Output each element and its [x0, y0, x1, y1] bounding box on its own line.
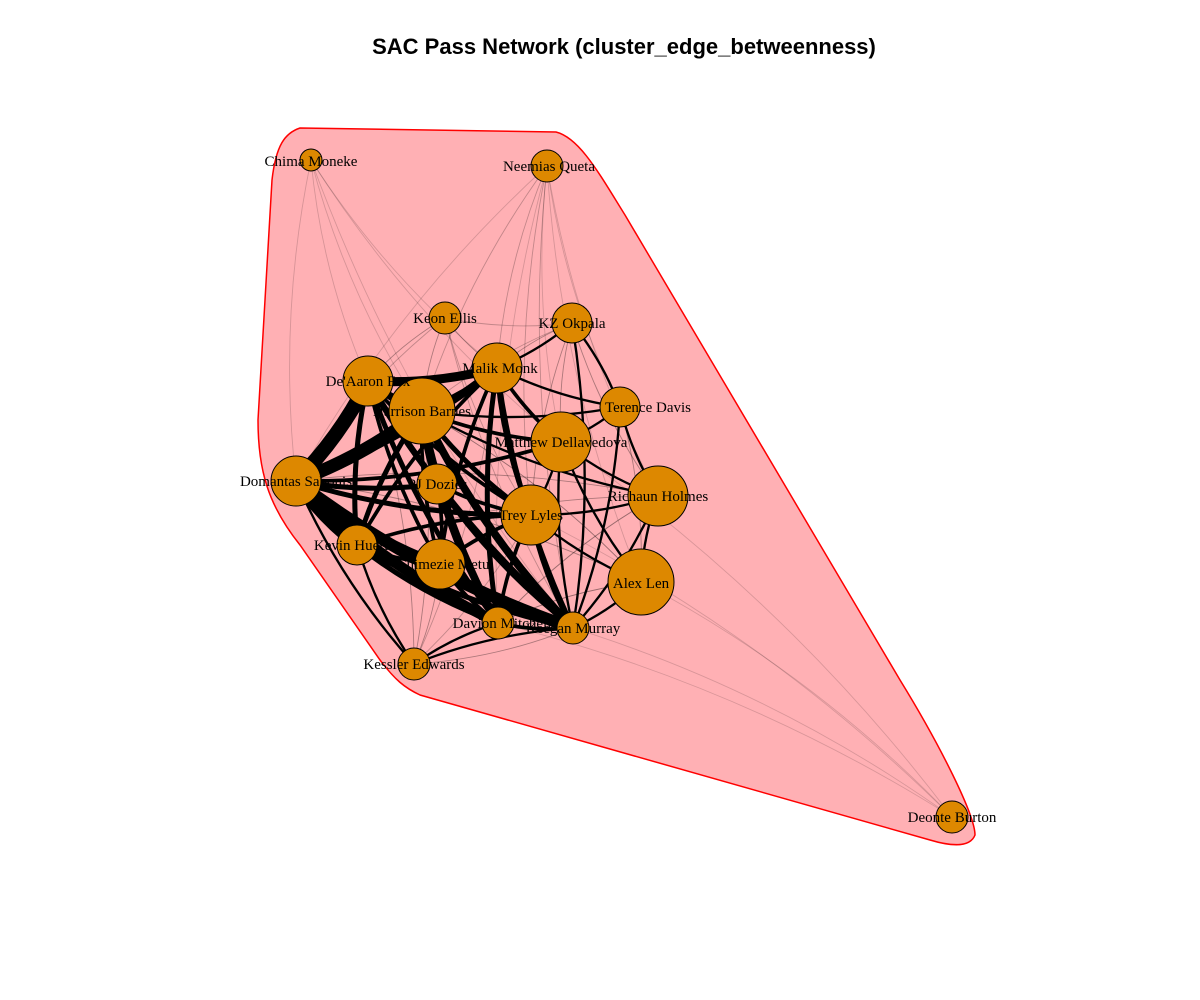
edge-deonte-alex	[640, 581, 953, 818]
node-label-richaun: Richaun Holmes	[608, 489, 709, 505]
edge-malik-davion	[484, 367, 501, 624]
node-label-kz: KZ Okpala	[538, 316, 605, 332]
node-kz[interactable]	[551, 302, 593, 344]
edge-keegan-kz	[570, 322, 586, 629]
node-label-neemias: Neemias Queta	[503, 159, 595, 175]
node-neemias[interactable]	[530, 149, 564, 183]
node-trey[interactable]	[500, 484, 562, 546]
node-label-keegan: Keegan Murray	[526, 621, 621, 637]
edge-richaun-domantas	[295, 472, 659, 497]
node-davion[interactable]	[481, 606, 515, 640]
edge-keon-keegan	[444, 317, 574, 629]
node-chimezie[interactable]	[414, 538, 466, 590]
node-richaun[interactable]	[627, 465, 689, 527]
edge-neemias-matthew	[541, 165, 562, 443]
nodes-layer	[270, 148, 969, 834]
node-label-harrison: Harrison Barnes	[373, 404, 471, 420]
edge-neemias-malik	[496, 165, 548, 369]
edge-domantas-kessler	[294, 480, 415, 665]
edge-neemias-alex	[546, 165, 642, 583]
edge-neemias-domantas	[295, 165, 548, 482]
node-domantas[interactable]	[270, 455, 322, 507]
edge-deaaron-davion	[365, 380, 501, 625]
node-keon[interactable]	[428, 301, 462, 335]
edge-kessler-keegan	[413, 627, 574, 665]
edge-deonte-keegan	[572, 627, 953, 818]
edge-chima-deaaron	[310, 159, 369, 382]
node-label-kevin: Kevin Huerter	[314, 538, 400, 554]
edge-neemias-terence	[546, 165, 621, 408]
edge-pj-keegan	[435, 482, 575, 630]
node-label-davion: Davion Mitchell	[453, 616, 552, 632]
node-label-chima: Chima Moneke	[265, 154, 358, 170]
node-malik[interactable]	[471, 342, 523, 394]
edge-kessler-deaaron	[367, 380, 415, 665]
edge-neemias-harrison	[421, 165, 548, 412]
node-terence[interactable]	[599, 386, 641, 428]
labels-layer: Chima Moneke Neemias Queta Keon Ellis KZ Ok…	[240, 154, 997, 826]
edge-neemias-trey	[523, 165, 548, 516]
edge-neemias-davion	[495, 165, 548, 624]
edge-neemias-richaun	[546, 165, 659, 497]
edge-kevin-keegan	[355, 542, 574, 631]
node-keegan[interactable]	[556, 611, 590, 645]
edge-chima-domantas	[289, 159, 312, 482]
node-label-trey: Trey Lyles	[499, 508, 563, 524]
node-kessler[interactable]	[397, 647, 431, 681]
node-label-deaaron: De'Aaron Fox	[326, 374, 411, 390]
node-deaaron[interactable]	[342, 355, 394, 407]
node-label-matthew: Matthew Dellavedova	[495, 435, 628, 451]
node-kevin[interactable]	[336, 524, 378, 566]
node-label-keon: Keon Ellis	[413, 311, 477, 327]
edge-neemias-keegan	[538, 165, 574, 629]
node-label-domantas: Domantas Sabonis	[240, 474, 352, 490]
edge-keegan-kessler	[413, 626, 574, 666]
node-chima[interactable]	[299, 148, 323, 172]
edge-chima-matthew	[310, 159, 562, 443]
chart-title: SAC Pass Network (cluster_edge_betweenne…	[372, 34, 876, 59]
node-deonte[interactable]	[935, 800, 969, 834]
edge-deonte-matthew	[560, 441, 953, 818]
node-label-alex: Alex Len	[613, 576, 670, 592]
node-matthew[interactable]	[530, 411, 592, 473]
node-label-malik: Malik Monk	[462, 361, 538, 377]
edge-chima-malik	[310, 159, 498, 369]
node-label-terence: Terence Davis	[605, 400, 691, 416]
edge-keegan-terence	[571, 406, 622, 629]
node-harrison[interactable]	[388, 377, 456, 445]
node-label-kessler: Kessler Edwards	[363, 657, 464, 673]
edge-chima-harrison	[310, 159, 423, 412]
edge-malik-kevin	[355, 366, 499, 546]
edge-alex-domantas	[295, 480, 642, 583]
node-pj[interactable]	[416, 463, 458, 505]
node-label-deonte: Deonte Burton	[908, 810, 997, 826]
node-alex[interactable]	[607, 548, 675, 616]
node-label-chimezie: Chimezie Metu	[397, 557, 490, 573]
edge-deonte-trey	[530, 514, 953, 818]
edge-kessler-malik	[413, 367, 498, 665]
node-label-pj: PJ Dozier	[408, 477, 467, 493]
